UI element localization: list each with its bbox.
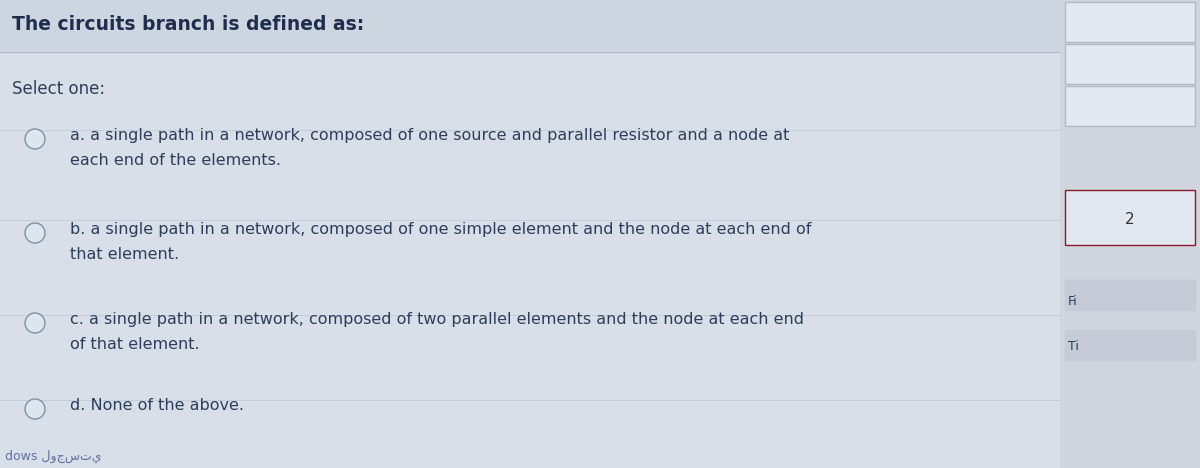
- Bar: [1060, 0, 1200, 468]
- Text: b. a single path in a network, composed of one simple element and the node at ea: b. a single path in a network, composed …: [70, 222, 811, 237]
- Text: of that element.: of that element.: [70, 337, 199, 352]
- Bar: [1066, 44, 1195, 84]
- Circle shape: [25, 129, 46, 149]
- Circle shape: [25, 313, 46, 333]
- Bar: [0, 0, 1060, 468]
- Bar: [0, 0, 1060, 52]
- Text: each end of the elements.: each end of the elements.: [70, 153, 281, 168]
- Text: Ti: Ti: [1068, 340, 1079, 353]
- Text: dows لوجستي: dows لوجستي: [5, 450, 102, 463]
- Text: a. a single path in a network, composed of one source and parallel resistor and : a. a single path in a network, composed …: [70, 128, 790, 143]
- Text: 2: 2: [1126, 212, 1135, 227]
- Bar: [1066, 330, 1195, 360]
- Text: that element.: that element.: [70, 247, 179, 262]
- Bar: [1066, 2, 1195, 42]
- Text: Select one:: Select one:: [12, 80, 106, 98]
- Text: c. a single path in a network, composed of two parallel elements and the node at: c. a single path in a network, composed …: [70, 312, 804, 327]
- Text: d. None of the above.: d. None of the above.: [70, 398, 244, 413]
- Bar: [1066, 190, 1195, 245]
- Circle shape: [25, 399, 46, 419]
- Bar: [1066, 280, 1195, 310]
- Circle shape: [25, 223, 46, 243]
- Text: The circuits branch is defined as:: The circuits branch is defined as:: [12, 15, 365, 34]
- Bar: [1066, 86, 1195, 126]
- Text: Fi: Fi: [1068, 295, 1078, 308]
